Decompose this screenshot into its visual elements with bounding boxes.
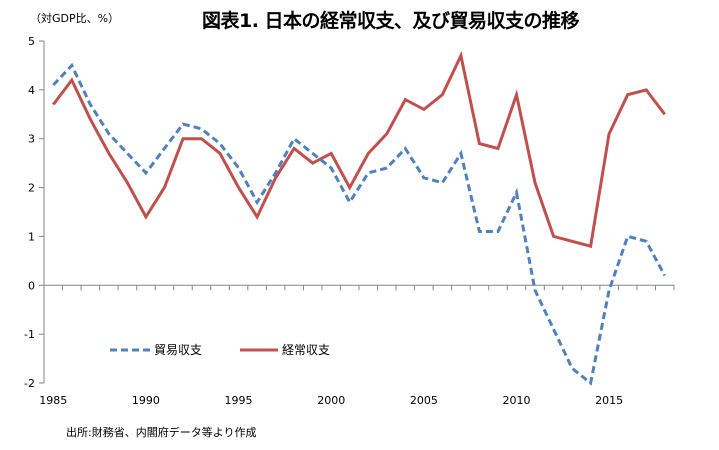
y-tick-label: 0 [28,279,35,292]
legend-label-trade: 貿易収支 [154,343,203,357]
y-tick-label: -2 [24,377,35,390]
legend-item-trade: 貿易収支 [108,341,202,358]
y-tick-label: -1 [24,328,35,341]
x-tick-label: 1995 [225,394,253,407]
series-line-trade-balance [52,62,667,386]
legend-dash-swatch [110,348,150,351]
x-tick-label: 2005 [410,394,438,407]
series-line-current-account [52,51,666,249]
y-axis-unit-label: （対GDP比、%） [30,12,120,25]
y-tick-label: 5 [28,35,35,48]
legend-line-swatch [240,348,278,351]
chart-title: 図表1. 日本の経常収支、及び貿易収支の推移 [202,10,580,32]
y-tick-label: 2 [28,182,35,195]
x-tick-label: 1985 [39,394,67,407]
x-tick-label: 2015 [595,394,623,407]
x-tick-label: 2010 [503,394,531,407]
legend-label-current: 経常収支 [282,343,331,357]
y-tick-label: 1 [28,230,35,243]
x-tick-label: 2000 [317,394,345,407]
source-note: 出所:財務省、内閣府データ等より作成 [66,426,257,439]
legend-item-current: 経常収支 [240,341,330,358]
y-tick-label: 4 [28,84,35,97]
x-tick-label: 1990 [132,394,160,407]
y-tick-label: 3 [28,133,35,146]
